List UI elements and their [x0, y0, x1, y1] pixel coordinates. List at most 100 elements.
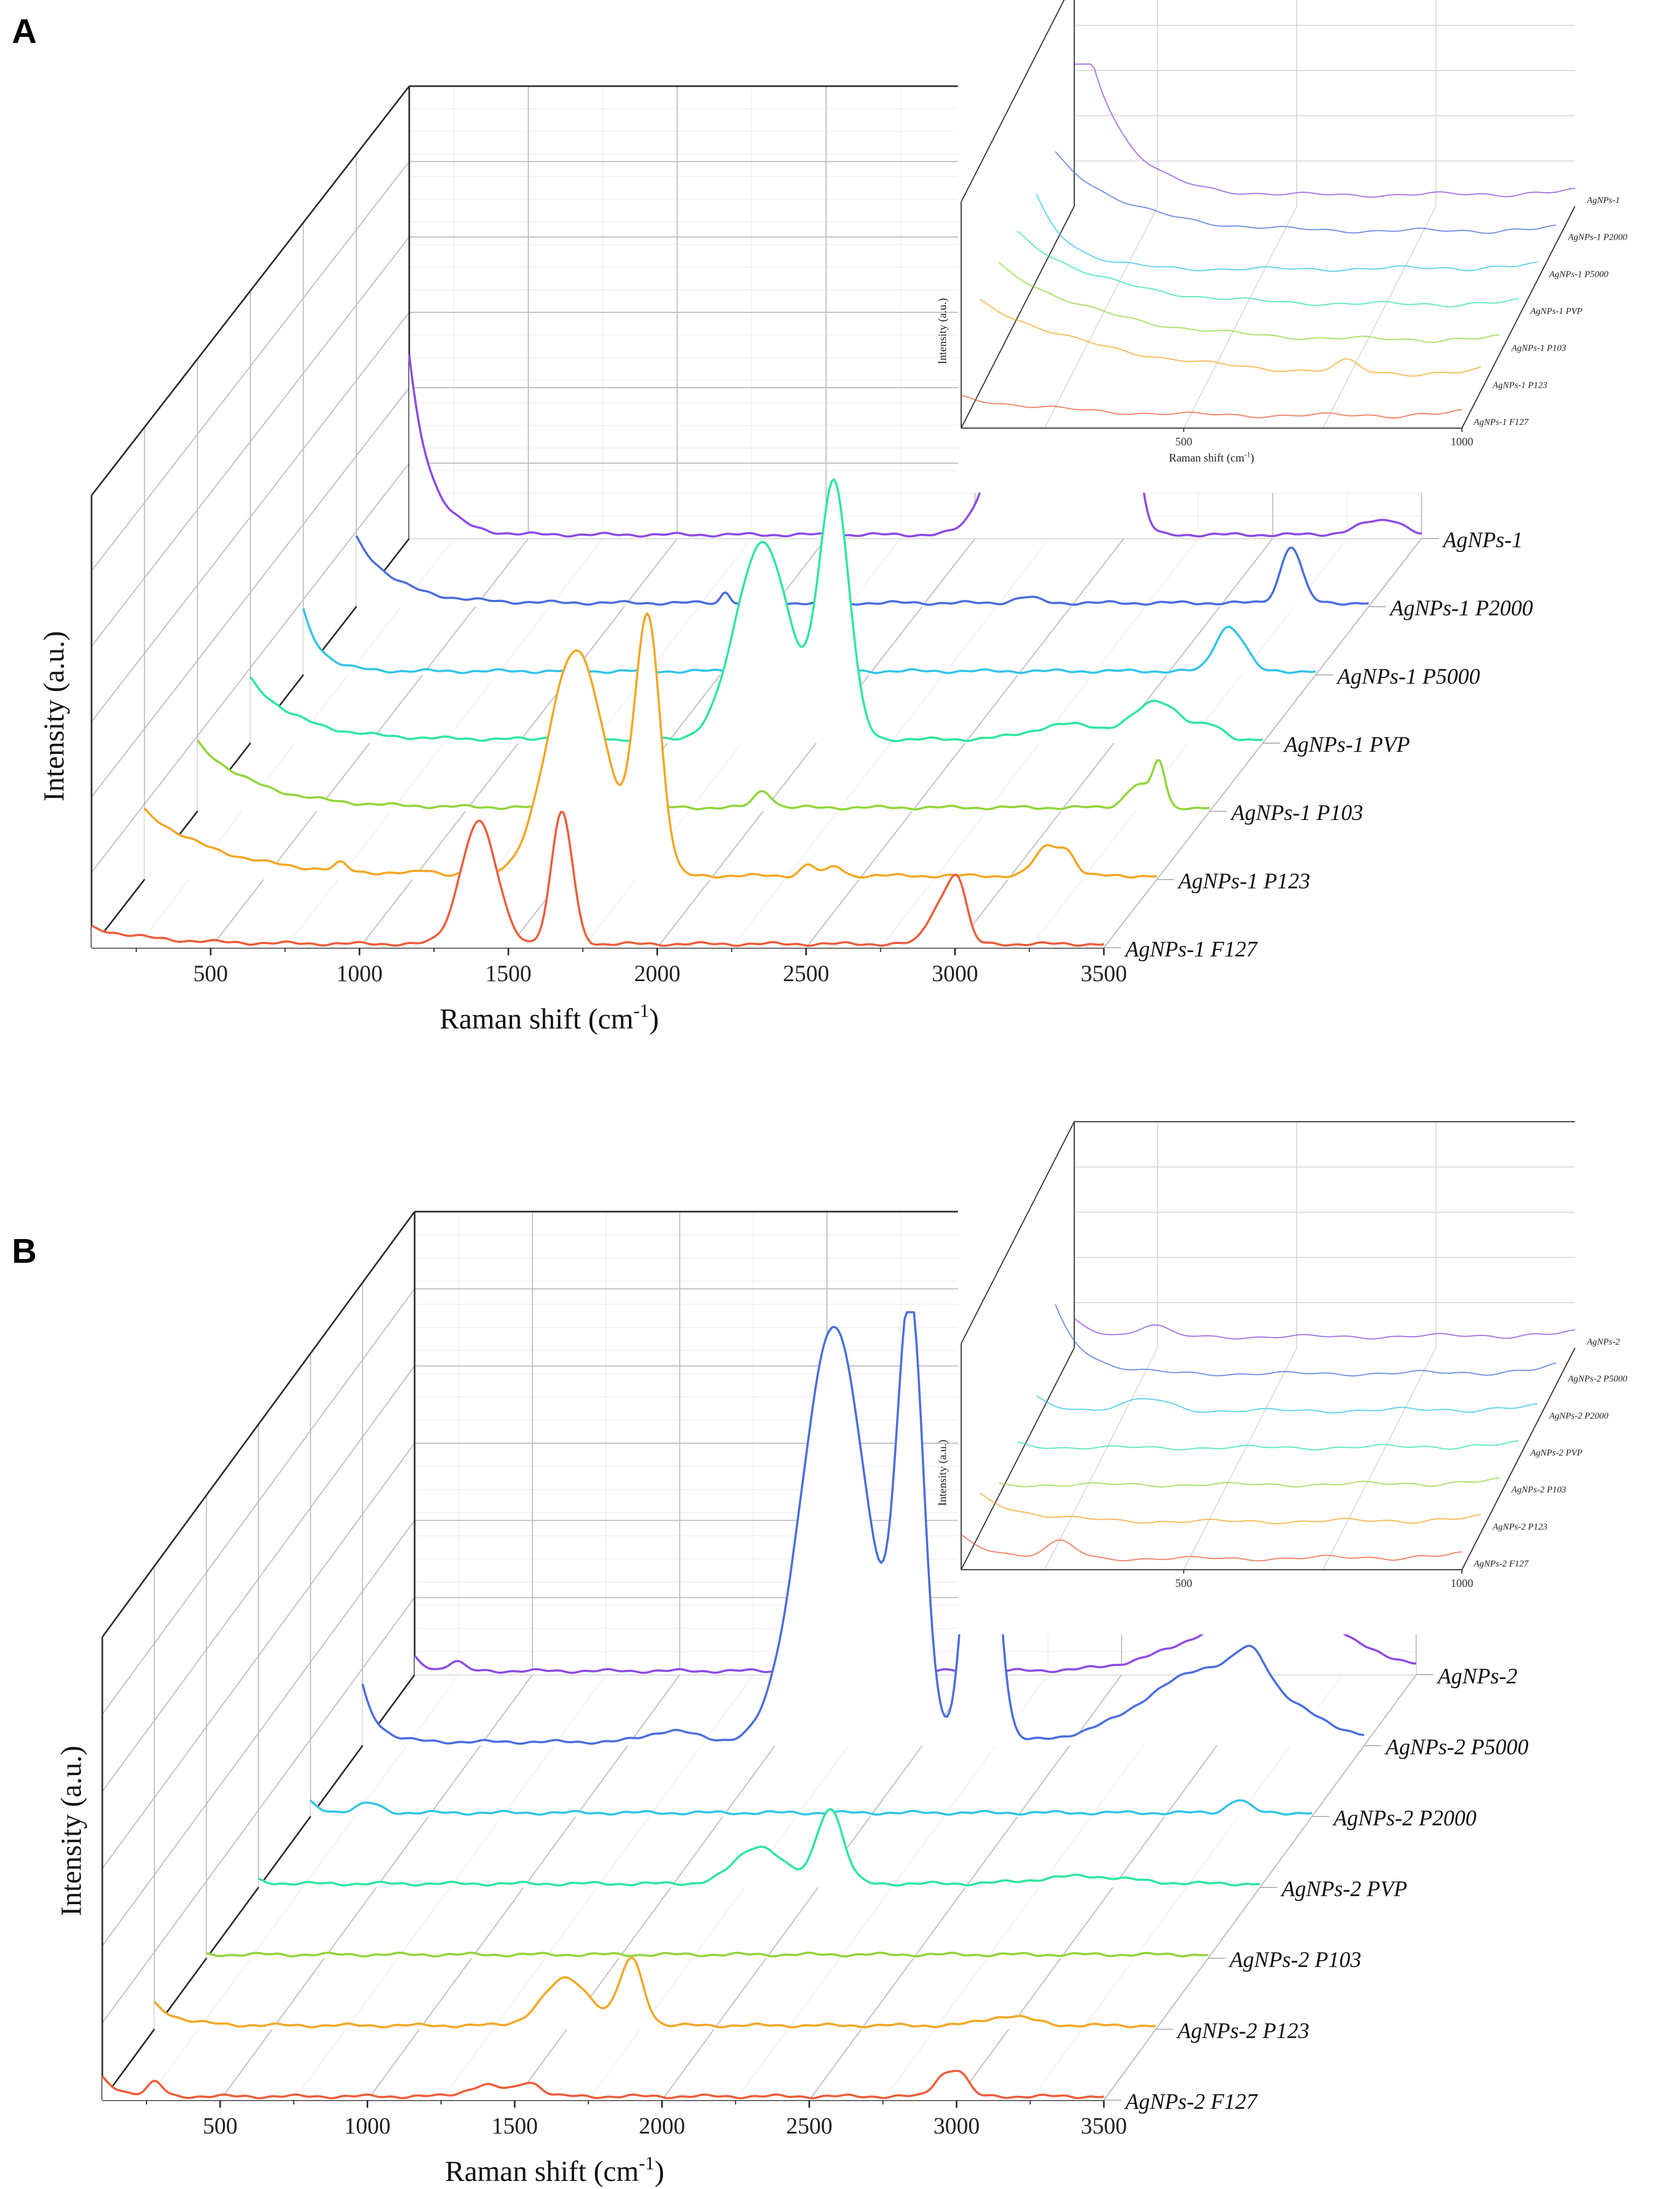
series-line-agnps-2-p2000 [310, 1799, 1313, 1816]
series-mask-agnps-1-p5000 [303, 609, 1316, 675]
inset-frame-line [961, 1347, 1075, 1570]
inset-background [958, 4, 1653, 493]
inset-series-label-agnps-2-p2000: AgNPs-2 P2000 [1549, 1410, 1609, 1421]
series-label-agnps-2-f127: AgNPs-2 F127 [1124, 2089, 1258, 2114]
panel-a-label: A [12, 12, 37, 51]
inset-series-line-agnps-2-p5000 [1054, 1304, 1557, 1377]
side-wall-gridline [102, 1597, 415, 2024]
series-label-agnps-1-pvp: AgNPs-1 PVP [1283, 732, 1410, 757]
inset-series-label-agnps-2-p123: AgNPs-2 P123 [1492, 1521, 1548, 1531]
inset-floor-gridline [1044, 206, 1158, 429]
series-line-agnps-2-p123 [153, 1956, 1157, 2029]
series-mask-agnps-2-pvp [258, 1809, 1260, 1887]
series-line-agnps-2-p103 [206, 1952, 1208, 1958]
side-wall-gridline [91, 312, 410, 722]
side-wall-gridline [102, 1443, 415, 1869]
inset-series-line-agnps-1-p2000 [1055, 151, 1557, 234]
inset-series-label-agnps-1-pvp: AgNPs-1 PVP [1530, 306, 1583, 316]
series-mask-agnps-1-pvp [250, 479, 1263, 743]
x-tick-label: 3500 [1081, 961, 1127, 987]
inset-series-label-agnps-2-f127: AgNPs-2 F127 [1473, 1558, 1529, 1569]
series-label-agnps-1-p103: AgNPs-1 P103 [1230, 800, 1363, 825]
series-line-agnps-1-f127 [91, 810, 1104, 947]
inset-series-line-agnps-2-f127 [961, 1534, 1462, 1562]
x-tick-label: 2500 [786, 2114, 832, 2139]
series-mask-agnps-2-p5000 [362, 1312, 1364, 1746]
x-tick-label: 2000 [639, 2114, 685, 2139]
series-label-agnps-2-p103: AgNPs-2 P103 [1228, 1947, 1361, 1972]
inset-series-label-agnps-1-p5000: AgNPs-1 P5000 [1549, 269, 1609, 279]
inset-x-tick-label: 500 [1175, 435, 1193, 448]
inset-x-tick-label: 1000 [1451, 435, 1473, 448]
side-wall-gridline [91, 236, 410, 647]
inset-floor-gridline [1183, 206, 1298, 429]
inset-series-line-agnps-2-p123 [979, 1492, 1481, 1524]
x-tick-label: 3500 [1081, 2114, 1127, 2139]
inset-frame-line [1461, 206, 1576, 429]
inset-x-tick-label: 500 [1175, 1577, 1193, 1590]
axis-frame-line [101, 1211, 416, 1638]
inset-series-label-agnps-1: AgNPs-1 [1586, 195, 1620, 205]
inset-series-label-agnps-2-p5000: AgNPs-2 P5000 [1567, 1374, 1628, 1384]
inset-y-axis-title: Intensity (a.u.) [936, 1439, 949, 1506]
inset-series-label-agnps-2-p103: AgNPs-2 P103 [1511, 1485, 1566, 1495]
axis-frame-line [90, 86, 410, 496]
inset-series-label-agnps-1-p103: AgNPs-1 P103 [1511, 343, 1566, 353]
inset-series-line-agnps-1 [1074, 63, 1576, 198]
x-tick-label: 500 [193, 961, 228, 987]
side-wall-gridline [91, 161, 410, 571]
series-line-agnps-2-pvp [258, 1808, 1261, 1887]
inset-series-line-agnps-1-p103 [998, 262, 1500, 343]
inset-series-line-agnps-1-pvp [1017, 230, 1519, 307]
x-axis-title: Raman shift (cm-1) [445, 2152, 664, 2187]
series-mask-agnps-1-p2000 [356, 535, 1369, 607]
side-wall-gridline [102, 1288, 415, 1715]
series-label-agnps-1-p5000: AgNPs-1 P5000 [1335, 663, 1480, 688]
inset-series-line-agnps-2-p103 [998, 1477, 1500, 1488]
series-mask-agnps-1-p123 [144, 613, 1157, 880]
inset-x-axis-title: Raman shift (cm-1) [1169, 451, 1254, 464]
inset-series-label-agnps-1-p123: AgNPs-1 P123 [1492, 380, 1548, 390]
x-tick-label: 1500 [492, 2114, 538, 2139]
inset-floor-gridline [1183, 1347, 1298, 1570]
inset-frame-line [1461, 1347, 1576, 1570]
panel-a: 500 1000 1500 2000 2500 3000 3500 Raman shift (… [38, 0, 1653, 1035]
x-tick-label: 3000 [933, 2114, 979, 2139]
series-label-agnps-2-p123: AgNPs-2 P123 [1176, 2018, 1310, 2043]
series-label-agnps-2-pvp: AgNPs-2 PVP [1280, 1876, 1407, 1901]
series-line-agnps-1 [408, 142, 1422, 538]
inset-x-tick-label: 1000 [1451, 1577, 1473, 1590]
inset-frame-line [961, 1121, 1075, 1344]
inset-series-label-agnps-1-p2000: AgNPs-1 P2000 [1567, 232, 1628, 242]
series-line-agnps-1-p2000 [355, 535, 1369, 606]
inset-series-line-agnps-1-p123 [979, 299, 1481, 377]
x-axis-title: Raman shift (cm-1) [439, 1000, 659, 1035]
series-line-agnps-1-pvp [249, 478, 1263, 743]
x-tick-label: 2000 [634, 961, 681, 987]
x-tick-label: 1000 [337, 961, 383, 987]
x-tick-label: 500 [203, 2114, 238, 2139]
inset-series-line-agnps-1-f127 [961, 395, 1462, 419]
x-tick-label: 1000 [344, 2114, 390, 2139]
panel-b: 500 1000 1500 2000 2500 3000 3500 Raman shift (… [55, 1121, 1653, 2187]
series-label-agnps-2-p5000: AgNPs-2 P5000 [1384, 1735, 1528, 1759]
inset-floor-gridline [1322, 1347, 1437, 1570]
series-line-agnps-1-p123 [143, 612, 1157, 879]
inset-series-label-agnps-2-pvp: AgNPs-2 PVP [1530, 1447, 1583, 1458]
series-label-agnps-1: AgNPs-1 [1441, 527, 1523, 552]
inset-frame-line [961, 0, 1065, 202]
x-tick-label: 2500 [783, 961, 829, 987]
side-wall-gridline [102, 1520, 415, 1946]
inset-series-line-agnps-2 [1074, 1318, 1576, 1340]
inset-series-label-agnps-2: AgNPs-2 [1586, 1337, 1620, 1347]
inset-series-line-agnps-1-p5000 [1036, 194, 1538, 272]
y-axis-title: Intensity (a.u.) [38, 631, 70, 801]
side-wall-gridline [91, 387, 410, 798]
panel-b-label: B [12, 1232, 37, 1270]
series-line-agnps-2-f127 [101, 2069, 1104, 2100]
series-label-agnps-2: AgNPs-2 [1436, 1663, 1517, 1688]
inset-series-line-agnps-2-pvp [1017, 1440, 1519, 1451]
x-tick-label: 1500 [485, 961, 531, 987]
series-mask-agnps-2-f127 [102, 2071, 1104, 2100]
y-axis-title: Intensity (a.u.) [55, 1746, 87, 1916]
